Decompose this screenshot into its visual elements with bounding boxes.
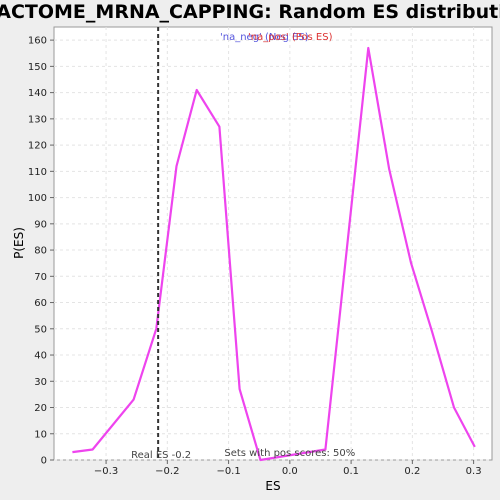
series-group (72, 46, 476, 462)
chart-title: REACTOME_MRNA_CAPPING: Random ES distrib… (0, 1, 500, 23)
y-tick-label: 60 (34, 298, 47, 309)
y-tick-label: 120 (28, 141, 47, 152)
y-tick-label: 30 (34, 377, 47, 388)
plot-area (53, 26, 493, 461)
y-tick-label: 40 (34, 351, 47, 362)
y-tick-label: 50 (34, 324, 47, 335)
y-tick-label: 150 (28, 62, 47, 73)
grid-lines (54, 27, 492, 461)
y-tick-label: 0 (41, 456, 47, 467)
real-es-label: Real ES -0.2 (131, 450, 191, 461)
y-tick-label: 110 (28, 167, 47, 178)
y-tick-label: 130 (28, 114, 47, 125)
x-tick-label: 0.3 (466, 466, 482, 477)
y-tick-label: 70 (34, 272, 47, 283)
x-tick-label: 0.1 (343, 466, 359, 477)
x-tick-label: 0.0 (282, 466, 298, 477)
x-axis-ticks: −0.3 −0.2 −0.1 0.0 0.1 0.2 0.3 (94, 460, 482, 477)
y-tick-label: 160 (28, 36, 47, 47)
x-tick-label: −0.2 (155, 466, 179, 477)
x-tick-label: 0.2 (404, 466, 420, 477)
y-tick-label: 100 (28, 193, 47, 204)
x-axis-label: ES (265, 479, 280, 493)
legend-neg-entry: 'na_neg' (Neg ES) (220, 32, 309, 43)
y-tick-label: 80 (34, 246, 47, 257)
legend-pos-entry: 'na_pos' (Pos ES) (248, 32, 333, 43)
pos-scores-annotation: Sets with pos scores: 50% (224, 448, 355, 459)
x-tick-label: −0.1 (216, 466, 240, 477)
y-axis-ticks: 0 10 20 30 40 50 60 70 80 90 100 110 120 130 140 150 160 (28, 36, 54, 467)
y-tick-label: 90 (34, 219, 47, 230)
series-line (72, 46, 476, 462)
y-tick-label: 20 (34, 403, 47, 414)
y-tick-label: 140 (28, 88, 47, 99)
x-tick-label: −0.3 (94, 466, 118, 477)
y-axis-label: P(ES) (12, 227, 26, 259)
y-tick-label: 10 (34, 429, 47, 440)
